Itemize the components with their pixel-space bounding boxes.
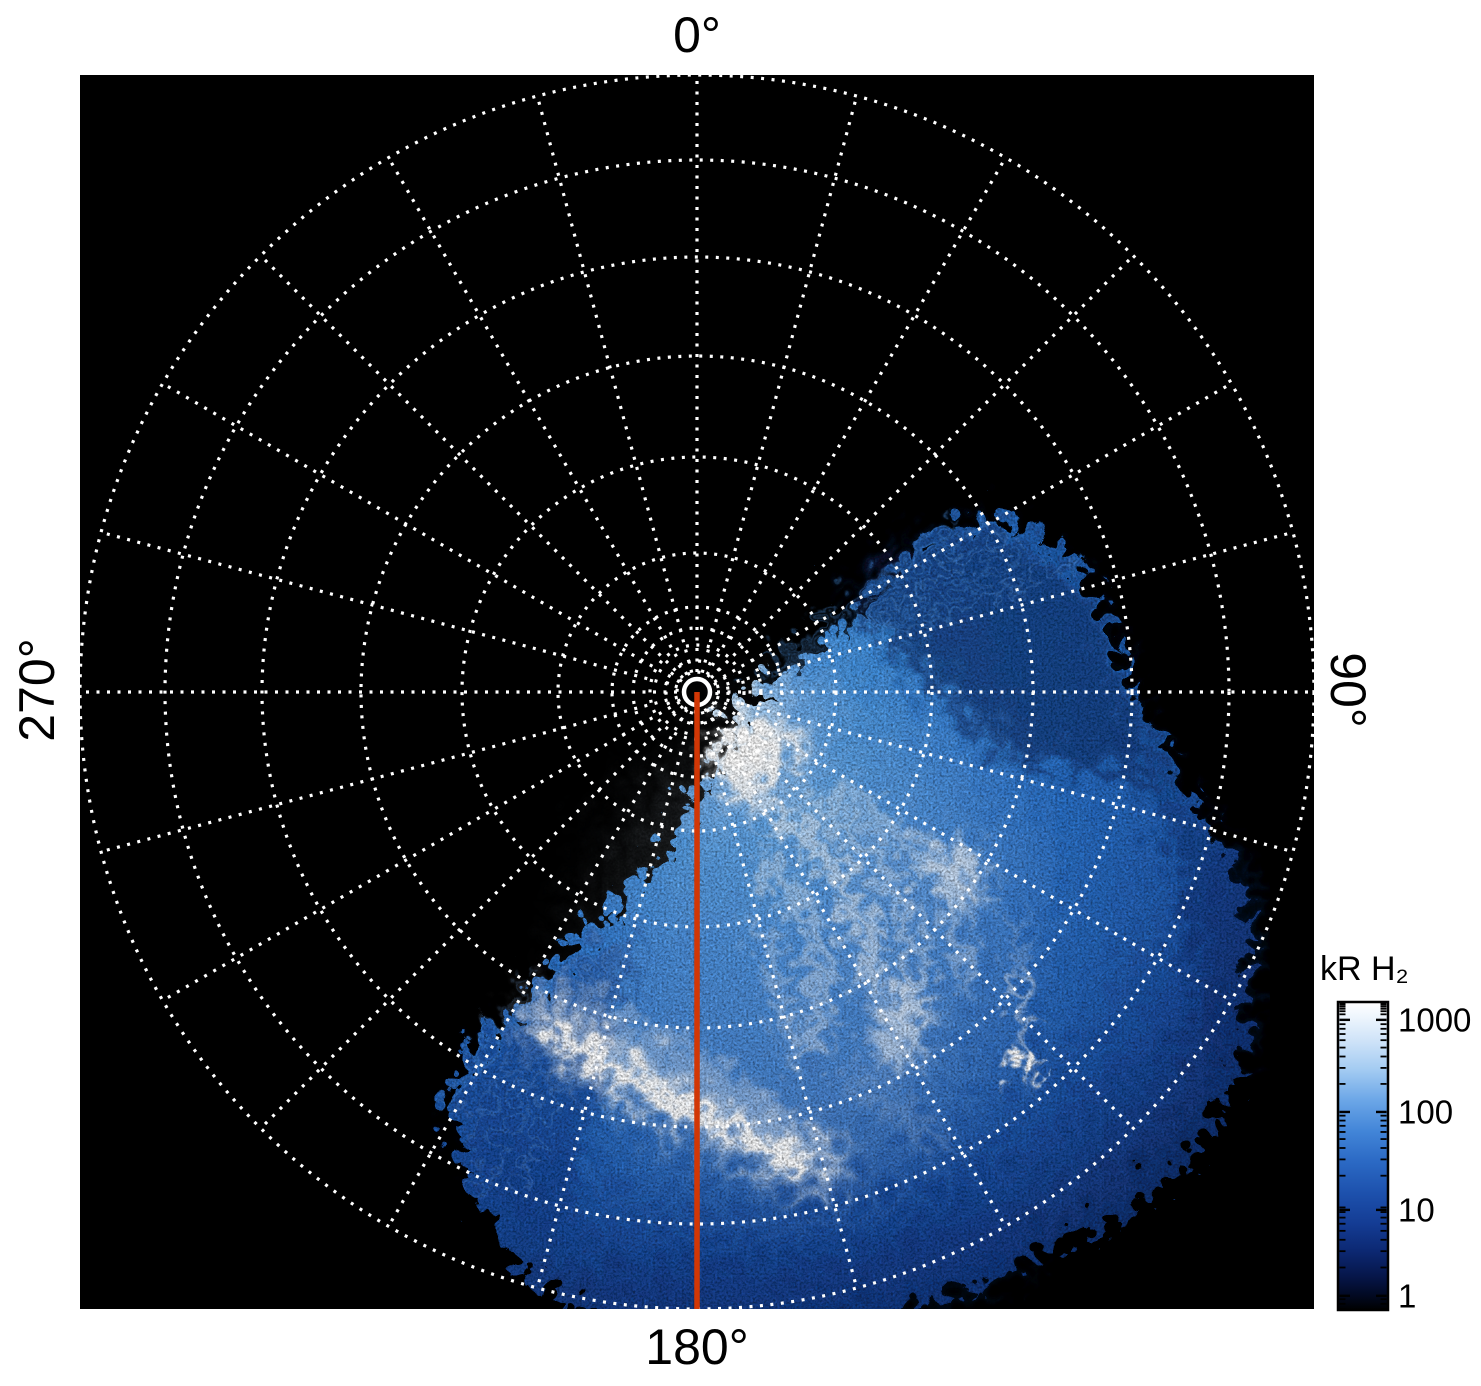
bright-patch-b [856,970,908,1054]
right-streak-blob [1000,1040,1020,1060]
colorbar-tick-label: 100 [1398,1093,1454,1131]
swirl-arc-3 [823,769,954,969]
upper-right-dark-speckle [831,507,1180,778]
edge-streak [458,941,577,1180]
ragged-edge-layer [430,502,1240,1309]
angle-label-90deg: 90° [1320,652,1376,728]
aurora-data-layer [430,502,1240,1309]
bright-patch-a [906,827,970,885]
lower-left-dark-band [441,910,626,1231]
swirl-arc-4 [744,838,813,1052]
central-bright-core [707,712,751,754]
edge-streak [757,532,1023,664]
angle-label-0deg: 0° [673,7,721,63]
grid-circle [163,158,1231,1226]
colorbar-tick-label: 1000 [1398,1001,1472,1039]
grid-circle [556,551,838,833]
colorbar-ticks [1339,1002,1387,1310]
colorbar [1336,1000,1390,1312]
edge-streak [500,931,602,1177]
colorbar-tick-label: 1 [1398,1277,1417,1315]
colorbar-tick-label: 10 [1398,1191,1435,1229]
swirl-arc-5 [731,899,773,1027]
swirl-arc-2 [784,772,903,1008]
main-arc-faint-band [561,971,769,1097]
right-mid-dark [1142,773,1240,1050]
faint-wisp-lower-right [826,1056,924,1134]
angle-label-180deg: 180° [645,1319,749,1375]
speckle-layer [430,502,1240,1309]
edge-streak [742,505,936,658]
colorbar-title: kR H₂ [1320,950,1409,988]
right-radial-streak-upper [993,893,1007,965]
swirl-arc-1 [734,782,861,978]
angle-label-270deg: 270° [9,638,65,742]
edge-streak [764,517,998,654]
main-arc-core [537,1011,799,1157]
edge-streak [753,505,973,655]
edge-streak [432,955,521,1084]
